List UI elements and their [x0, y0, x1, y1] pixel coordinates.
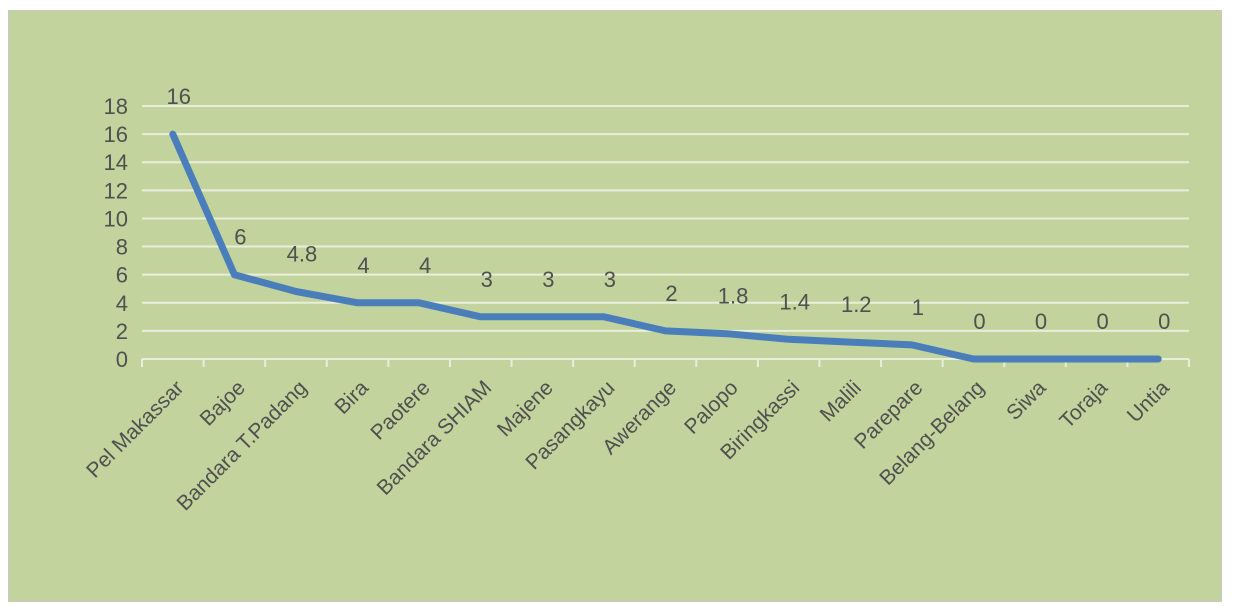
category-label: Untia [1123, 376, 1174, 427]
data-label: 16 [167, 84, 191, 109]
y-tick-label: 0 [116, 347, 128, 372]
series-line-path [169, 130, 1162, 363]
category-label: Bira [330, 376, 373, 419]
data-label: 1.2 [841, 292, 872, 317]
category-label: Pel Makassar [82, 376, 188, 482]
data-label: 4 [419, 253, 431, 278]
y-tick-label: 6 [116, 263, 128, 288]
data-label: 3 [481, 267, 493, 292]
data-label: 0 [1158, 309, 1170, 334]
y-tick-label: 16 [104, 122, 128, 147]
y-tick-label: 4 [116, 291, 128, 316]
category-label: Toraja [1055, 376, 1112, 433]
data-label: 3 [604, 267, 616, 292]
data-label: 1.4 [779, 289, 810, 314]
gridlines [142, 105, 1189, 332]
chart-area: 0 2 4 6 8 10 12 14 16 18 16 6 4.8 4 4 3 3 3 2 1.8 1.4 1.2 1 0 0… [8, 10, 1222, 602]
data-labels: 16 6 4.8 4 4 3 3 3 2 1.8 1.4 1.2 1 0 0 0 0 [167, 84, 1171, 334]
data-label: 1.8 [718, 284, 749, 309]
category-label: Palopo [680, 376, 743, 439]
data-label: 4 [357, 253, 369, 278]
data-label: 4.8 [287, 242, 318, 267]
category-label: Bandara SHIAM [373, 376, 497, 500]
category-label: Bajoe [196, 376, 250, 430]
data-label: 1 [912, 295, 924, 320]
y-tick-label: 12 [104, 178, 128, 203]
series-line [169, 130, 1162, 363]
y-tick-label: 18 [104, 94, 128, 119]
y-tick-label: 8 [116, 235, 128, 260]
data-label: 3 [542, 267, 554, 292]
data-label: 0 [1035, 309, 1047, 334]
y-tick-label: 10 [104, 206, 128, 231]
data-label: 0 [1096, 309, 1108, 334]
y-tick-label: 2 [116, 319, 128, 344]
category-label: Siwa [1002, 376, 1051, 425]
data-label: 2 [665, 281, 677, 306]
data-label: 0 [973, 309, 985, 334]
y-axis-tick-labels: 0 2 4 6 8 10 12 14 16 18 [104, 94, 128, 372]
data-label: 6 [234, 225, 246, 250]
y-tick-label: 14 [104, 150, 128, 175]
category-label: Malili [816, 376, 866, 426]
category-label: Belang-Belang [875, 376, 989, 490]
